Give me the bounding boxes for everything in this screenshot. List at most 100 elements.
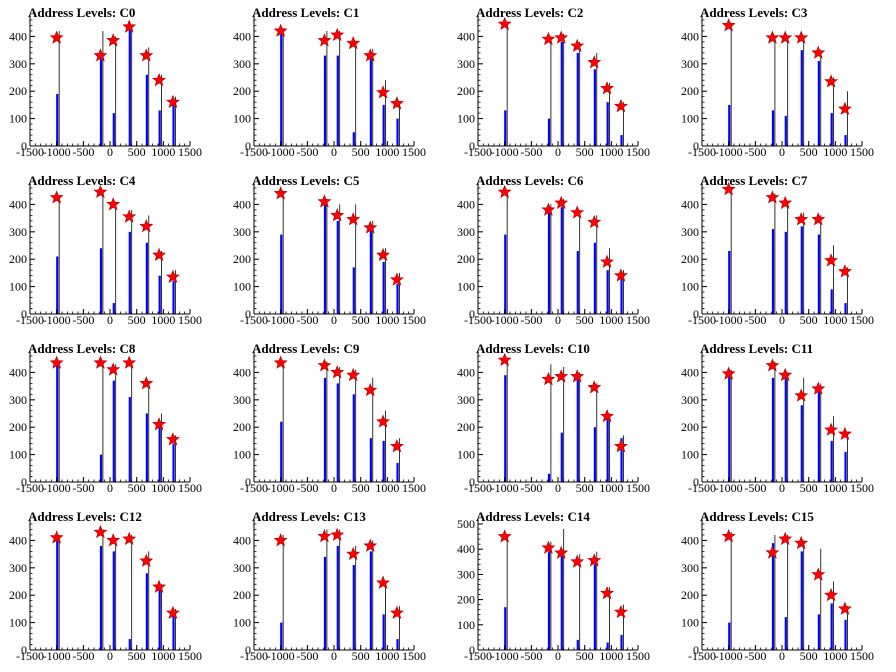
- data-bar: [830, 289, 833, 314]
- y-tick-label: 0: [21, 307, 27, 321]
- x-tick-label: 1000: [823, 313, 847, 327]
- x-tick-label: 0: [331, 145, 337, 159]
- x-tick-label: 0: [107, 313, 113, 327]
- data-bar: [352, 267, 355, 314]
- peak-marker: [93, 524, 108, 539]
- peak-marker: [794, 535, 809, 550]
- data-bar: [606, 416, 609, 482]
- peak-marker: [273, 186, 288, 200]
- y-tick-label: 100: [9, 112, 27, 126]
- peak-marker: [824, 587, 839, 602]
- y-tick-label: 0: [693, 475, 699, 489]
- x-tick-label: 1000: [151, 313, 175, 327]
- peak-marker: [389, 272, 404, 286]
- data-bar: [112, 113, 115, 146]
- x-tick-label: 1500: [402, 313, 426, 327]
- chart-title: Address Levels: C0: [28, 5, 136, 20]
- data-bar: [336, 55, 339, 146]
- data-bar: [145, 573, 148, 650]
- chart-panel-c0: Address Levels: C0 0 100 200 300 400 -1500 -100…: [0, 0, 224, 168]
- x-tick-label: 500: [352, 313, 370, 327]
- x-tick-label: -1000: [43, 481, 71, 495]
- y-tick-label: 100: [9, 448, 27, 462]
- peak-marker: [330, 208, 345, 222]
- y-tick-label: 400: [457, 542, 475, 556]
- x-tick-label: -1000: [491, 145, 519, 159]
- peak-marker: [587, 214, 602, 229]
- peak-marker: [613, 98, 628, 113]
- y-tick-label: 400: [681, 533, 699, 547]
- chart-panel-c4: Address Levels: C4 0 100 200 300 400 -1500 -100…: [0, 168, 224, 336]
- y-tick-label: 200: [681, 252, 699, 266]
- peak-marker: [106, 533, 121, 547]
- x-tick-label: -500: [520, 481, 542, 495]
- peak-marker: [273, 533, 288, 547]
- y-tick-label: 400: [9, 533, 27, 547]
- peak-marker: [139, 553, 154, 567]
- x-tick-label: 1000: [151, 481, 175, 495]
- y-tick-label: 300: [9, 225, 27, 239]
- peak-marker: [778, 195, 793, 209]
- peak-marker: [165, 432, 180, 446]
- data-bar: [728, 622, 731, 650]
- x-tick-label: -1000: [267, 649, 295, 663]
- data-bar: [800, 50, 803, 147]
- peak-marker: [837, 101, 852, 115]
- chart-title: Address Levels: C1: [252, 5, 360, 20]
- peak-marker: [49, 30, 64, 44]
- data-bar: [784, 231, 787, 314]
- peak-marker: [541, 31, 556, 46]
- data-bar: [771, 377, 775, 482]
- data-bar: [817, 234, 820, 314]
- peak-marker: [363, 538, 378, 552]
- data-bar: [576, 52, 579, 146]
- chart-panel-c9: Address Levels: C9 0 100 200 300 400 -1500 -100…: [224, 336, 448, 504]
- data-bar: [396, 283, 399, 314]
- data-bar: [158, 275, 161, 314]
- y-tick-label: 100: [681, 280, 699, 294]
- data-bar: [128, 28, 131, 146]
- data-bar: [771, 543, 775, 650]
- x-tick-label: 1500: [626, 145, 650, 159]
- x-tick-label: -1500: [16, 481, 44, 495]
- data-bar: [352, 132, 355, 146]
- data-bar: [352, 394, 355, 482]
- peak-marker: [765, 30, 780, 44]
- y-tick-label: 100: [457, 448, 475, 462]
- y-tick-label: 100: [233, 616, 251, 630]
- peak-marker: [165, 605, 180, 619]
- data-bar: [593, 242, 596, 314]
- data-bar: [504, 234, 507, 314]
- peak-marker: [570, 38, 585, 52]
- data-bar: [172, 99, 175, 146]
- peak-marker: [554, 545, 569, 559]
- y-tick-label: 400: [457, 197, 475, 211]
- peak-marker: [570, 369, 585, 383]
- peak-marker: [765, 545, 780, 559]
- y-tick-label: 100: [681, 616, 699, 630]
- chart-svg: 0 100 200 300 400 -1500-1000 -500 0 500 1000 1500: [457, 350, 650, 495]
- peak-marker: [389, 605, 404, 619]
- x-tick-label: -1500: [464, 313, 492, 327]
- data-bar: [830, 440, 833, 482]
- x-tick-label: -1500: [16, 313, 44, 327]
- data-bar: [606, 642, 609, 650]
- data-bar: [382, 104, 385, 146]
- y-tick-label: 200: [9, 420, 27, 434]
- data-bar: [323, 377, 327, 482]
- data-bar: [817, 614, 820, 650]
- data-bar: [369, 438, 372, 482]
- y-tick-label: 100: [681, 112, 699, 126]
- y-tick-label: 400: [457, 29, 475, 43]
- x-tick-label: 1000: [375, 313, 399, 327]
- chart-title: Address Levels: C9: [252, 341, 360, 356]
- x-tick-label: 1000: [151, 145, 175, 159]
- x-tick-label: -1500: [688, 649, 716, 663]
- data-bar: [817, 391, 820, 482]
- peak-marker: [346, 367, 361, 382]
- x-tick-label: 500: [576, 649, 594, 663]
- x-tick-label: -1500: [464, 481, 492, 495]
- x-tick-label: 1500: [178, 313, 202, 327]
- peak-marker: [49, 530, 64, 544]
- chart-svg: 0 100 200 300 400 -1500-1000 -500 0 500 1000 1500: [457, 14, 650, 159]
